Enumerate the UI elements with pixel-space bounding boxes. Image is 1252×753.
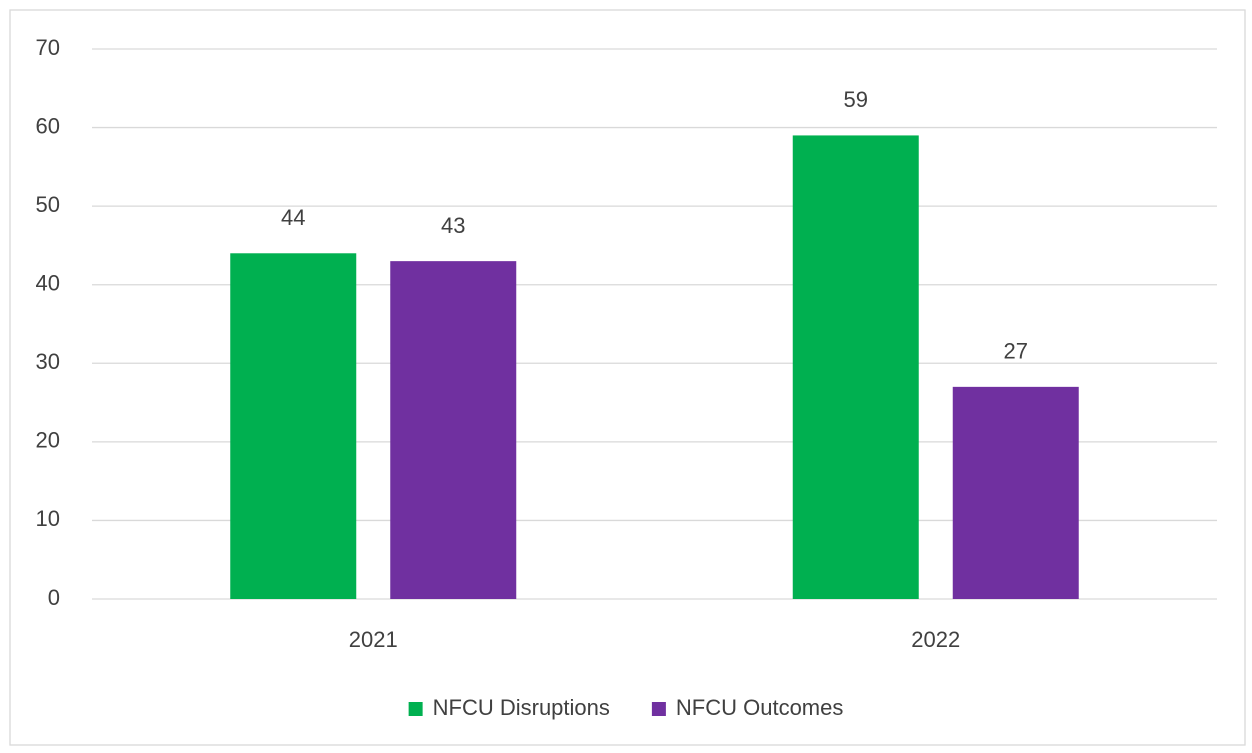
y-tick-label: 40: [36, 271, 60, 296]
y-tick-label: 30: [36, 349, 60, 374]
data-label: 44: [281, 205, 305, 230]
y-tick-label: 20: [36, 428, 60, 453]
bar: [230, 253, 357, 600]
legend-label: NFCU Disruptions: [433, 695, 610, 720]
x-tick-label: 2021: [349, 627, 398, 652]
x-tick-label: 2022: [911, 627, 960, 652]
data-label: 43: [441, 213, 465, 238]
data-label: 27: [1004, 339, 1028, 364]
bar: [792, 135, 919, 599]
y-tick-label: 10: [36, 506, 60, 531]
y-tick-label: 0: [48, 585, 60, 610]
y-tick-label: 70: [36, 35, 60, 60]
bar: [390, 261, 517, 599]
legend-swatch: [651, 702, 666, 716]
chart-border: [9, 9, 1246, 746]
y-tick-label: 60: [36, 113, 60, 138]
y-tick-label: 50: [36, 192, 60, 217]
data-label: 59: [844, 87, 868, 112]
bar: [952, 386, 1079, 599]
legend-label: NFCU Outcomes: [676, 695, 843, 720]
legend-swatch: [408, 702, 423, 716]
